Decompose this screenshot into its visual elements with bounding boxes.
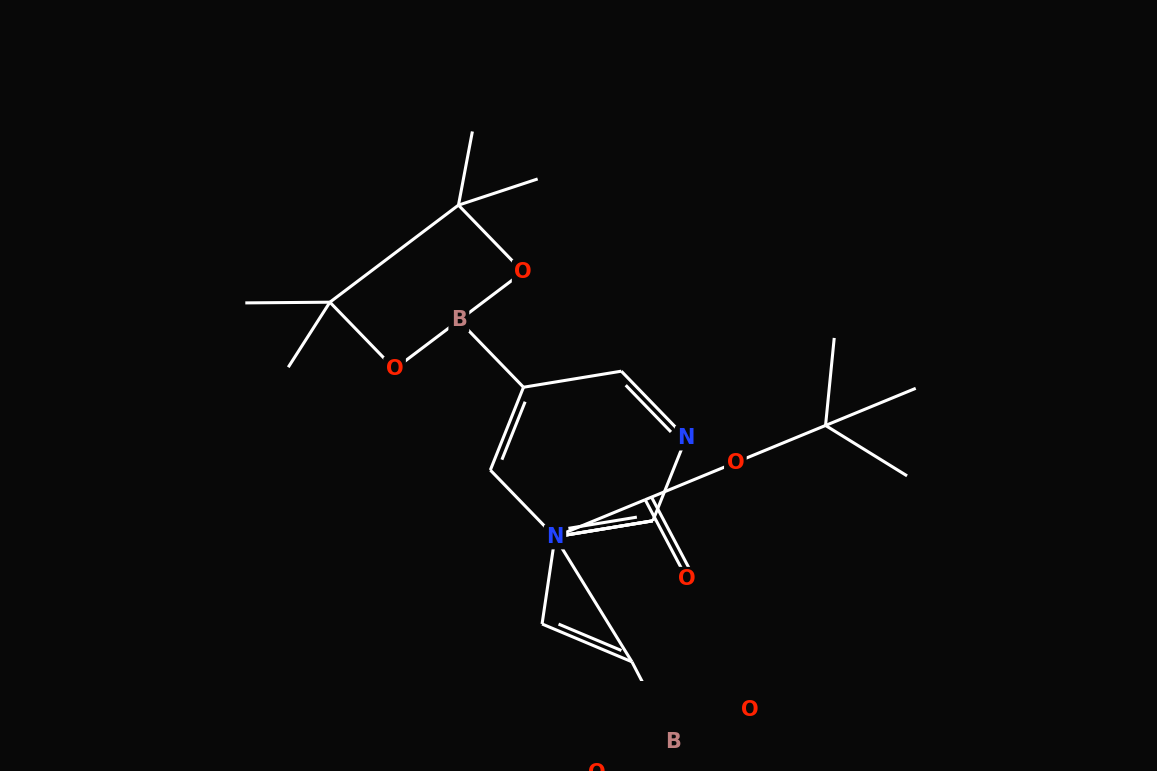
Text: N: N: [546, 527, 563, 547]
Text: B: B: [451, 311, 466, 331]
Text: O: O: [385, 359, 404, 379]
Text: B: B: [665, 732, 681, 752]
Text: O: O: [588, 763, 605, 771]
Text: O: O: [678, 569, 697, 589]
Text: N: N: [677, 428, 694, 448]
Text: O: O: [727, 453, 744, 473]
Text: O: O: [742, 701, 759, 720]
Text: O: O: [515, 262, 532, 282]
